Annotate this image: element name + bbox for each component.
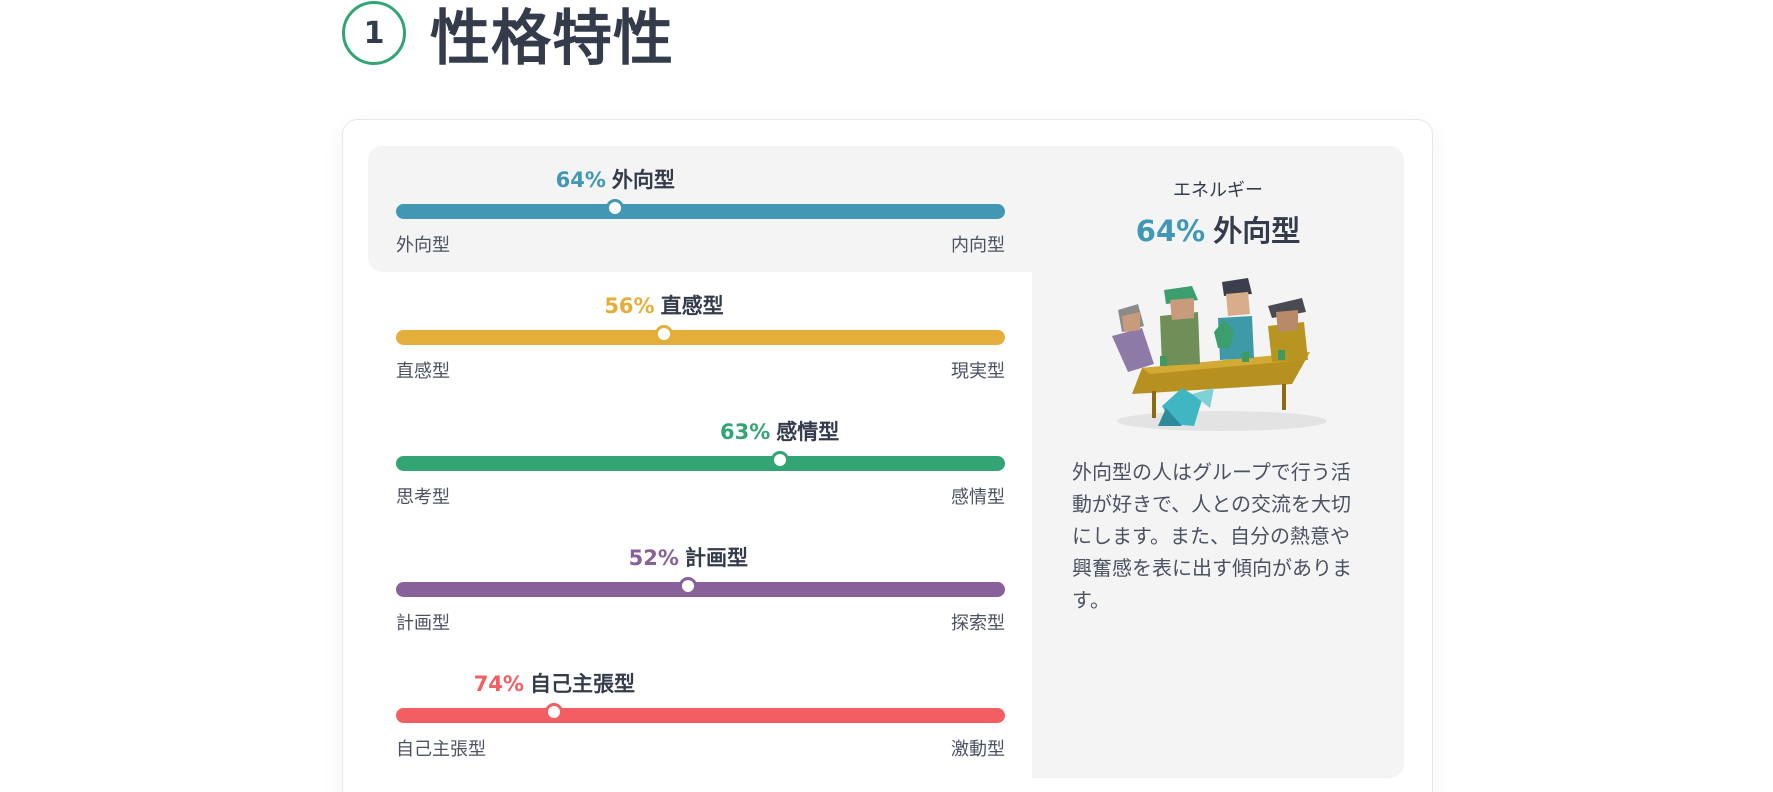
trait-percent: 74% — [473, 672, 524, 696]
section-number-badge: 1 — [342, 1, 406, 65]
detail-category: エネルギー — [1173, 180, 1263, 201]
detail-trait-name: 外向型 — [1213, 214, 1301, 248]
trait-right-label: 激動型 — [951, 739, 1005, 760]
trait-percent: 64% — [555, 168, 606, 192]
trait-left-label: 思考型 — [396, 487, 450, 508]
trait-percent-label: 63% 感情型 — [720, 416, 839, 446]
trait-slider-knob — [770, 451, 789, 469]
trait-percent-label: 56% 直感型 — [604, 290, 723, 320]
trait-slider-knob — [654, 325, 673, 343]
trait-bar — [396, 325, 1005, 345]
trait-name: 感情型 — [776, 420, 840, 444]
trait-percent-label: 64% 外向型 — [556, 164, 675, 194]
trait-slider-knob — [606, 199, 625, 217]
trait-bar — [396, 577, 1005, 597]
trait-left-label: 計画型 — [396, 613, 450, 634]
trait-percent: 56% — [604, 294, 655, 318]
trait-slider-knob — [679, 577, 698, 595]
trait-row[interactable]: 52% 計画型 計画型 探索型 — [368, 524, 1033, 650]
section-header: 1 性格特性 — [342, 0, 674, 74]
section-title: 性格特性 — [430, 3, 674, 74]
trait-right-label: 感情型 — [951, 487, 1005, 508]
trait-name: 直感型 — [660, 294, 724, 318]
trait-row[interactable]: 64% 外向型 外向型 内向型 — [368, 146, 1033, 272]
trait-slider-knob — [545, 703, 564, 721]
trait-right-label: 現実型 — [951, 361, 1005, 382]
trait-left-label: 直感型 — [396, 361, 450, 382]
trait-bar — [396, 703, 1005, 723]
trait-percent: 63% — [720, 420, 771, 444]
detail-percent: 64% — [1135, 214, 1206, 248]
trait-name: 自己主張型 — [529, 672, 635, 696]
trait-row[interactable]: 56% 直感型 直感型 現実型 — [368, 272, 1033, 398]
trait-name: 計画型 — [684, 546, 748, 570]
detail-description: 外向型の人はグループで行う活動が好きで、人との交流を大切にします。また、自分の熱… — [1072, 460, 1352, 612]
trait-row[interactable]: 74% 自己主張型 自己主張型 激動型 — [368, 650, 1033, 776]
trait-left-label: 自己主張型 — [396, 739, 486, 760]
trait-row[interactable]: 63% 感情型 思考型 感情型 — [368, 398, 1033, 524]
trait-right-label: 内向型 — [951, 235, 1005, 256]
trait-detail-panel: エネルギー 64% 外向型 — [1032, 146, 1404, 778]
detail-heading: 64% 外向型 — [1032, 208, 1404, 250]
trait-percent: 52% — [628, 546, 679, 570]
trait-left-label: 外向型 — [396, 235, 450, 256]
trait-percent-label: 52% 計画型 — [629, 542, 748, 572]
trait-percent-label: 74% 自己主張型 — [474, 668, 635, 698]
trait-name: 外向型 — [611, 168, 675, 192]
trait-bar — [396, 199, 1005, 219]
trait-bar — [396, 451, 1005, 471]
group-at-table-illustration — [1112, 278, 1327, 431]
trait-right-label: 探索型 — [951, 613, 1005, 634]
